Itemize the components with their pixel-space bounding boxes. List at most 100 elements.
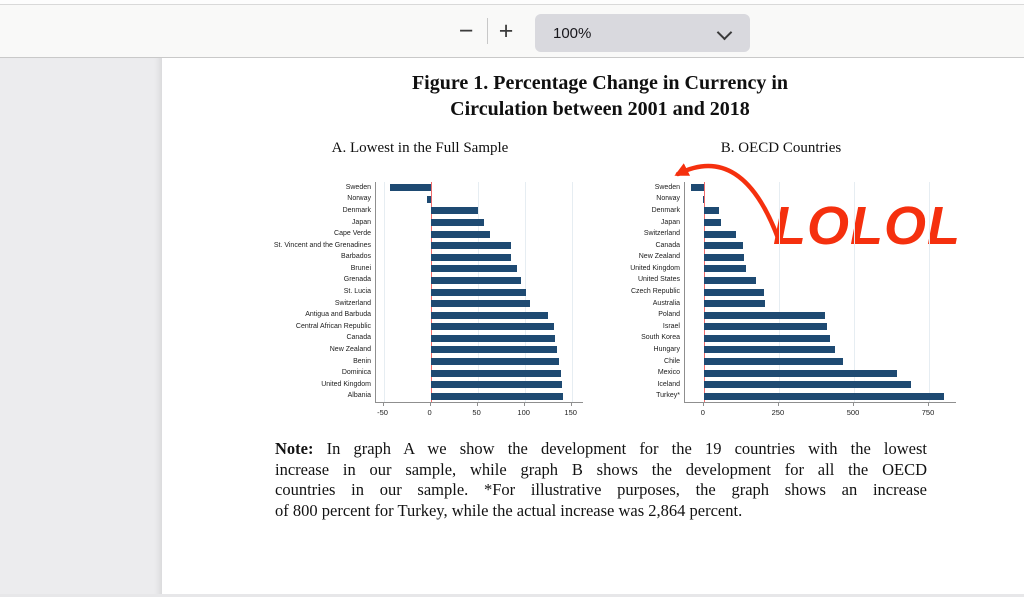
category-label: United Kingdom — [321, 380, 371, 388]
note-line: increase in our sample, while graph B sh… — [275, 459, 927, 479]
panel-a-title: A. Lowest in the Full Sample — [331, 140, 509, 156]
category-label: Switzerland — [334, 299, 371, 307]
gridline — [383, 182, 385, 402]
browser-chrome-strip — [0, 0, 1024, 5]
bar — [430, 381, 563, 389]
bar — [430, 311, 549, 319]
axis-tick — [777, 403, 779, 406]
category-label: Norway — [347, 195, 371, 203]
bar — [703, 346, 835, 354]
figure-title-line1: Figure 1. Percentage Change in Currency … — [411, 72, 789, 94]
bar — [430, 358, 560, 365]
figure-note: Note: In graph A we show the development… — [275, 439, 927, 521]
note-line: countries in our sample. *For illustrati… — [275, 480, 927, 499]
category-label: Antigua and Barbuda — [305, 311, 371, 319]
category-label: Japan — [660, 218, 680, 226]
chart-panel-a — [375, 182, 583, 403]
bar — [703, 323, 827, 331]
category-label: United States — [637, 276, 680, 284]
x-tick-label: 500 — [846, 408, 860, 417]
lolol-annotation: LOLOL — [773, 196, 961, 256]
bar — [703, 207, 719, 215]
x-tick-label: 250 — [771, 408, 785, 417]
x-tick-label: 50 — [472, 408, 481, 417]
note-text: In graph A we show the development for t… — [326, 439, 927, 458]
bar — [703, 242, 744, 250]
gridline — [929, 182, 930, 402]
category-label: Czech Republic — [630, 288, 680, 295]
category-label: Barbados — [341, 253, 371, 261]
category-label: Dominica — [341, 369, 371, 377]
bar — [430, 300, 531, 308]
category-label: Hungary — [653, 345, 680, 353]
gridline — [854, 182, 855, 402]
bar — [430, 276, 521, 284]
category-label: New Zealand — [638, 253, 680, 261]
figure-title-line2: Circulation between 2001 and 2018 — [450, 98, 750, 120]
gridline — [778, 182, 780, 402]
axis-tick — [928, 403, 929, 406]
bar — [703, 219, 721, 226]
bar — [703, 276, 757, 284]
axis-tick — [853, 403, 854, 406]
bar — [430, 242, 511, 250]
bar — [703, 253, 745, 261]
note-line: Note: In graph A we show the development… — [275, 439, 927, 460]
bar — [430, 323, 554, 331]
bar — [430, 230, 490, 238]
bar — [703, 230, 736, 238]
bar — [430, 253, 512, 261]
bar — [430, 207, 478, 215]
category-label: Australia — [652, 299, 680, 307]
category-label: Norway — [656, 195, 680, 203]
bar — [703, 300, 766, 308]
note-line: of 800 percent for Turkey, while the act… — [275, 500, 743, 520]
zoom-out-button[interactable]: − — [458, 16, 474, 45]
category-label: Poland — [658, 311, 680, 319]
bar — [430, 334, 555, 342]
bar — [702, 195, 704, 203]
bar — [430, 219, 485, 226]
category-label: Sweden — [654, 183, 680, 191]
category-label: Denmark — [651, 206, 680, 214]
bar — [703, 288, 764, 296]
gridline — [571, 182, 573, 402]
bar — [703, 381, 911, 389]
zoom-in-button[interactable]: + — [498, 16, 514, 45]
category-label: Mexico — [657, 369, 680, 377]
category-label: New Zealand — [329, 345, 371, 353]
bar — [703, 369, 898, 377]
zoom-level-select[interactable]: 100% — [535, 14, 750, 52]
category-label: Israel — [662, 322, 680, 330]
axis-tick — [523, 403, 525, 406]
chevron-down-icon — [716, 24, 733, 41]
category-label: Central African Republic — [295, 322, 371, 330]
category-label: St. Lucia — [343, 288, 371, 295]
x-tick-label: -50 — [377, 408, 388, 417]
category-label: Cape Verde — [334, 230, 371, 238]
document-page: Figure 1. Percentage Change in Currency … — [162, 58, 1024, 597]
category-label: St. Vincent and the Grenadines — [273, 241, 371, 249]
chart-panel-b — [684, 182, 956, 403]
x-tick-label: 0 — [427, 408, 432, 417]
viewer-background-panel — [0, 58, 162, 597]
bar — [691, 184, 704, 192]
bar — [703, 311, 826, 319]
bar — [430, 288, 526, 296]
note-label: Note: — [275, 439, 314, 458]
category-label: Canada — [346, 334, 371, 342]
panel-b-title: B. OECD Countries — [720, 140, 842, 156]
category-label: Canada — [655, 241, 680, 249]
category-label: Chile — [664, 357, 680, 365]
arrow-annotation — [674, 163, 781, 241]
category-label: South Korea — [641, 334, 680, 342]
axis-tick — [702, 403, 704, 406]
bar — [703, 265, 746, 273]
category-label: Sweden — [345, 183, 371, 191]
toolbar-divider — [487, 18, 488, 44]
category-label: United Kingdom — [630, 264, 680, 272]
x-tick-label: 0 — [700, 408, 705, 417]
viewer-content: Figure 1. Percentage Change in Currency … — [0, 58, 1024, 597]
arrow-path — [674, 163, 781, 241]
